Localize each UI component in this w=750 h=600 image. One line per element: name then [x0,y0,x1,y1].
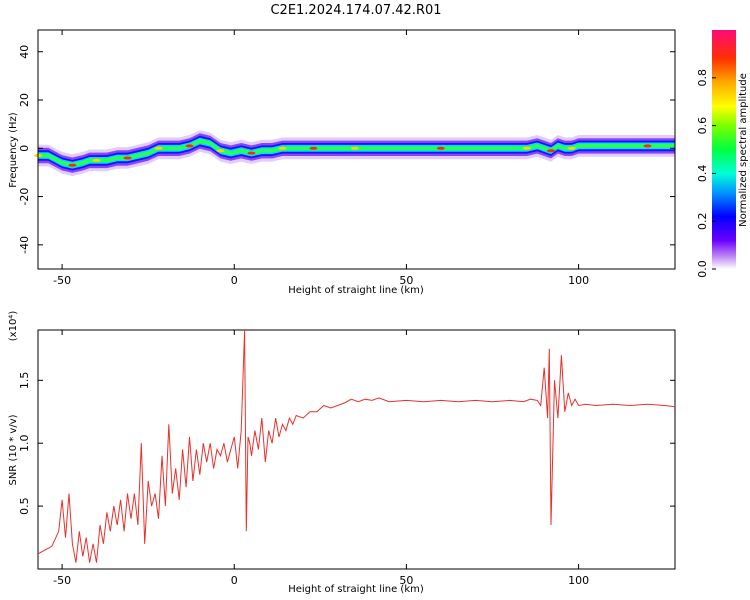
colorbar-ticks: 0.0 0.2 0.4 0.6 0.8 [696,69,716,278]
spectrogram-xtick-label: -50 [53,274,71,287]
spectrogram-xlabel: Height of straight line (km) [288,285,424,296]
colorbar-tick-label: 0.4 [696,165,709,183]
spectrogram-ytick-label: -20 [18,188,31,206]
spectrogram-frame [37,29,676,270]
snr-panel: -50 0 50 100 0.5 1.0 1.5 Height of straight li… [8,311,676,595]
ridge-peak [154,146,163,150]
spectrogram-xtick-label: 100 [568,274,589,287]
snr-series-line [37,329,676,563]
spectrogram-ytick-label: 40 [18,45,31,59]
spectrogram-ytick-label: -40 [18,236,31,254]
ridge-peak [350,146,359,150]
colorbar-label: Normalized spectral amplitude [738,73,749,227]
colorbar-tick-label: 0.2 [696,212,709,230]
spectrogram-xtick-label: 50 [399,274,413,287]
snr-frame [37,329,676,570]
snr-xtick-label: 50 [399,574,413,587]
ridge-peak [436,146,445,150]
snr-ticks: -50 0 50 100 0.5 1.0 1.5 [18,330,675,587]
snr-xtick-label: 100 [568,574,589,587]
ridge-peak [92,158,101,162]
snr-ytick-label: 0.5 [18,497,31,514]
ridge-peak [547,149,556,153]
spectrogram-image [34,130,675,177]
ridge-band-cyan [38,137,675,169]
chart-title: C2E1.2024.174.07.42.R01 [270,3,441,18]
spectrogram-xtick-label: 0 [231,274,238,287]
snr-xlabel: Height of straight line (km) [288,584,424,595]
ridge-peak [278,146,287,150]
snr-xtick-label: -50 [53,574,71,587]
colorbar-tick-label: 0.6 [696,117,709,135]
ridge-peak [643,144,652,148]
snr-scale-label: (x10⁴) [8,311,19,342]
spectrogram-ticks: -50 0 50 100 -40 -20 0 20 40 [18,30,675,287]
snr-xtick-label: 0 [231,574,238,587]
ridge-peak [567,146,576,150]
ridge-peak [68,163,77,167]
colorbar-gradient [712,30,736,269]
snr-ylabel: SNR (10 * v/v) [8,414,19,485]
ridge-peak [522,146,531,150]
ridge-peak [185,144,194,148]
colorbar-tick-label: 0.0 [696,260,709,278]
spectrogram-ylabel: Frequency (Hz) [8,112,19,188]
ridge-peak [309,146,318,150]
snr-ytick-label: 1.5 [18,372,31,390]
colorbar-tick-label: 0.8 [696,69,709,87]
snr-ytick-label: 1.0 [18,434,31,452]
colorbar: 0.0 0.2 0.4 0.6 0.8 Normalized spectral ampl… [696,30,749,278]
ridge-peak [216,149,225,153]
spectrogram-ytick-label: 0 [18,145,31,152]
ridge-peak [123,156,132,160]
spectrogram-panel: -50 0 50 100 -40 -20 0 20 40 Height of straight … [8,29,676,296]
spectrogram-ytick-label: 20 [18,93,31,107]
ridge-peak [247,151,256,155]
